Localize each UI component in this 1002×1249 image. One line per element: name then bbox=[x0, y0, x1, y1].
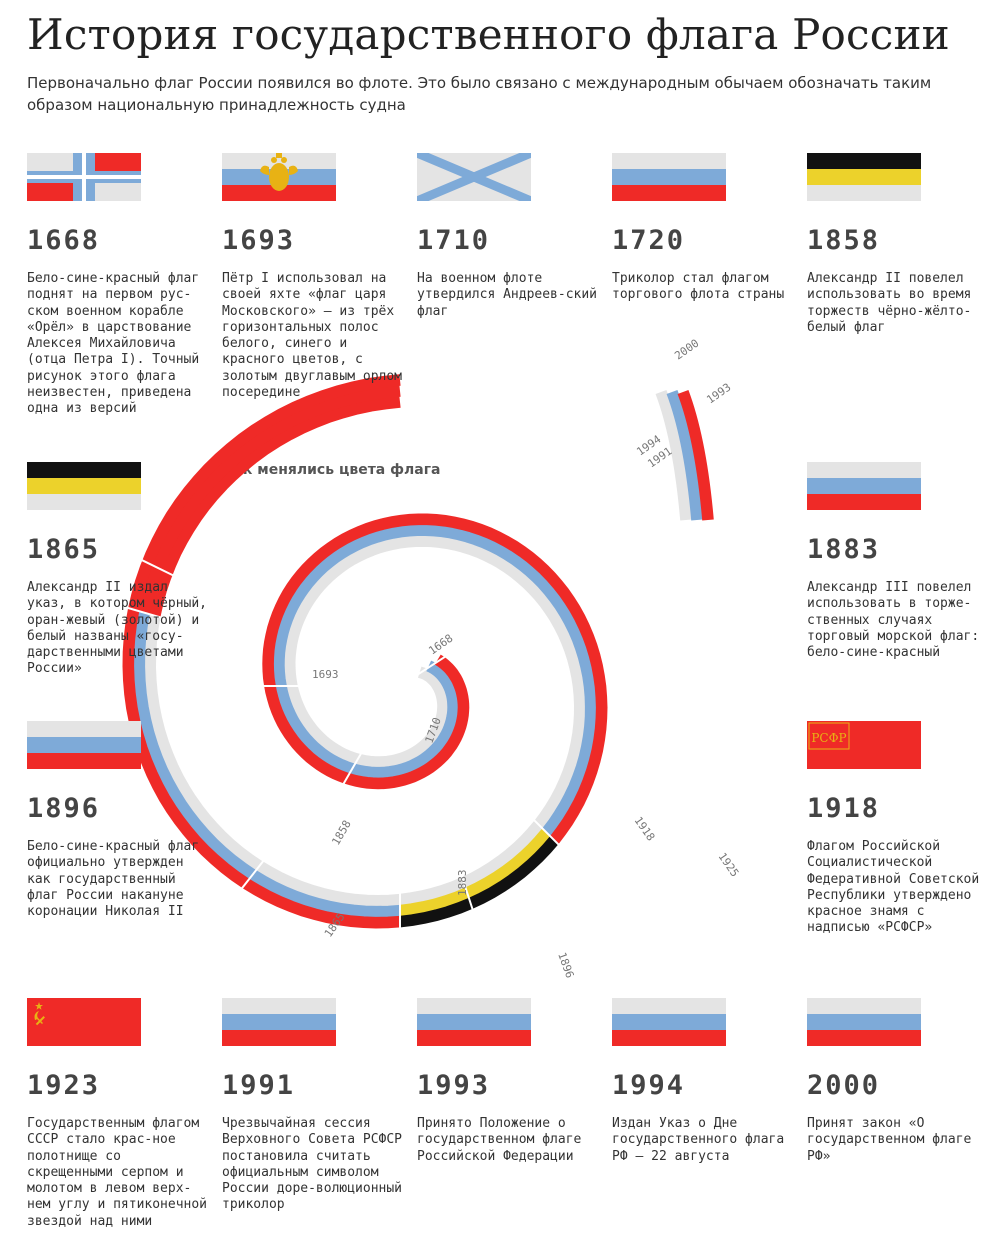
event-description: Принято Положение о государственном флаг… bbox=[417, 1116, 582, 1164]
spiral-label-1993: 1993 bbox=[704, 381, 733, 407]
spiral-label-1883: 1883 bbox=[456, 870, 469, 897]
spiral-title: Как менялись цвета флага bbox=[222, 462, 441, 478]
flag-image bbox=[27, 462, 141, 510]
spiral-tricolor-early-band-2 bbox=[273, 524, 597, 836]
spiral-tricolor-1883-band-1 bbox=[256, 861, 401, 907]
spiral-imperial-1858-band-2 bbox=[464, 828, 551, 899]
spiral-imperial-1858-band-3 bbox=[468, 836, 559, 909]
spiral-tick-1710 bbox=[341, 751, 363, 786]
page-subtitle: Первоначально флаг России появился во фл… bbox=[27, 74, 932, 114]
event-description: На военном флоте утвердился Андреев-ский… bbox=[417, 271, 598, 319]
spiral-label-1858: 1858 bbox=[329, 818, 354, 847]
spiral-tail-band-2 bbox=[666, 389, 703, 521]
event-year: 1710 bbox=[417, 225, 491, 256]
event-year: 1858 bbox=[807, 225, 881, 256]
spiral-label-1668: 1668 bbox=[426, 632, 455, 658]
event-description: Пётр I использовал на своей яхте «флаг ц… bbox=[222, 271, 403, 401]
page-title: История государственного флага России bbox=[27, 10, 950, 59]
spiral-tricolor-1883-band-3 bbox=[242, 878, 401, 929]
spiral-tricolor-early-band-3 bbox=[262, 513, 608, 844]
event-description: Флагом Российской Социалистической Федер… bbox=[807, 839, 980, 936]
event-year: 1668 bbox=[27, 225, 101, 256]
event-description: Принят закон «О государственном флаге РФ… bbox=[807, 1116, 972, 1164]
event-description: Издан Указ о Дне государственного флага … bbox=[612, 1116, 785, 1164]
flag-image bbox=[417, 153, 531, 201]
spiral-tricolor-1896-band-2 bbox=[133, 611, 256, 880]
event-description: Государственным флагом СССР стало крас-н… bbox=[27, 1116, 208, 1229]
spiral-imperial-1865-band-2 bbox=[399, 887, 470, 917]
event-year: 1991 bbox=[222, 1070, 296, 1101]
spiral-tick-1865 bbox=[460, 874, 475, 912]
svg-text:РСФР: РСФР bbox=[811, 731, 846, 745]
event-year: 1923 bbox=[27, 1070, 101, 1101]
spiral-label-1925: 1925 bbox=[716, 850, 742, 879]
spiral-imperial-1865-band-3 bbox=[399, 898, 473, 928]
event-description: Бело-сине-красный флаг поднят на первом … bbox=[27, 271, 200, 417]
spiral-label-1693: 1693 bbox=[312, 668, 339, 681]
spiral-red-soviet-band-2 bbox=[138, 385, 401, 614]
spiral-tricolor-1883-band-2 bbox=[249, 869, 401, 918]
flag-image bbox=[612, 153, 726, 201]
event-year: 1883 bbox=[807, 534, 881, 565]
flag-image bbox=[807, 462, 921, 510]
flag-image bbox=[27, 153, 141, 201]
flag-image bbox=[222, 153, 336, 201]
flag-image bbox=[807, 153, 921, 201]
spiral-tick-1668 bbox=[413, 655, 447, 678]
spiral-label-1918: 1918 bbox=[632, 814, 658, 843]
spiral-tail-band-1 bbox=[655, 389, 692, 521]
flag-image bbox=[417, 998, 531, 1046]
event-year: 1865 bbox=[27, 534, 101, 565]
spiral-label-2000: 2000 bbox=[672, 337, 701, 363]
spiral-tricolor-early-band-1 bbox=[283, 535, 586, 829]
flag-image: РСФР bbox=[807, 721, 921, 769]
spiral-imperial-1865-band-1 bbox=[399, 877, 467, 906]
event-description: Александр III повелел использовать в тор… bbox=[807, 580, 980, 661]
spiral-red-soviet-band-1 bbox=[149, 396, 401, 617]
spiral-imperial-1858-band-1 bbox=[461, 820, 544, 888]
event-description: Александр II издал указ, в котором чёрны… bbox=[27, 580, 208, 677]
event-description: Чрезвычайная сессия Верховного Совета РС… bbox=[222, 1116, 403, 1213]
event-year: 1693 bbox=[222, 225, 296, 256]
event-year: 1896 bbox=[27, 793, 101, 824]
spiral-tick-1896 bbox=[240, 859, 266, 891]
flag-image bbox=[612, 998, 726, 1046]
flag-image bbox=[27, 721, 141, 769]
spiral-red-soviet-band-3 bbox=[128, 374, 401, 611]
event-year: 2000 bbox=[807, 1070, 881, 1101]
flag-image bbox=[27, 998, 141, 1046]
spiral-tricolor-1896-band-3 bbox=[122, 608, 250, 889]
flag-image bbox=[222, 998, 336, 1046]
event-description: Триколор стал флагом торгового флота стр… bbox=[612, 271, 785, 303]
spiral-tick-1858 bbox=[532, 818, 561, 847]
spiral-tail-band-3 bbox=[677, 389, 714, 521]
spiral-label-1896: 1896 bbox=[555, 951, 576, 980]
spiral-tick-1925 bbox=[139, 558, 175, 577]
event-year: 1918 bbox=[807, 793, 881, 824]
event-year: 1993 bbox=[417, 1070, 491, 1101]
spiral-tick-1918 bbox=[125, 606, 163, 619]
spiral-tricolor-1896-band-1 bbox=[144, 614, 263, 871]
event-description: Бело-сине-красный флаг официально утверж… bbox=[27, 839, 200, 920]
event-year: 1994 bbox=[612, 1070, 686, 1101]
flag-image bbox=[807, 998, 921, 1046]
event-year: 1720 bbox=[612, 225, 686, 256]
event-description: Александр II повелел использовать во вре… bbox=[807, 271, 972, 335]
